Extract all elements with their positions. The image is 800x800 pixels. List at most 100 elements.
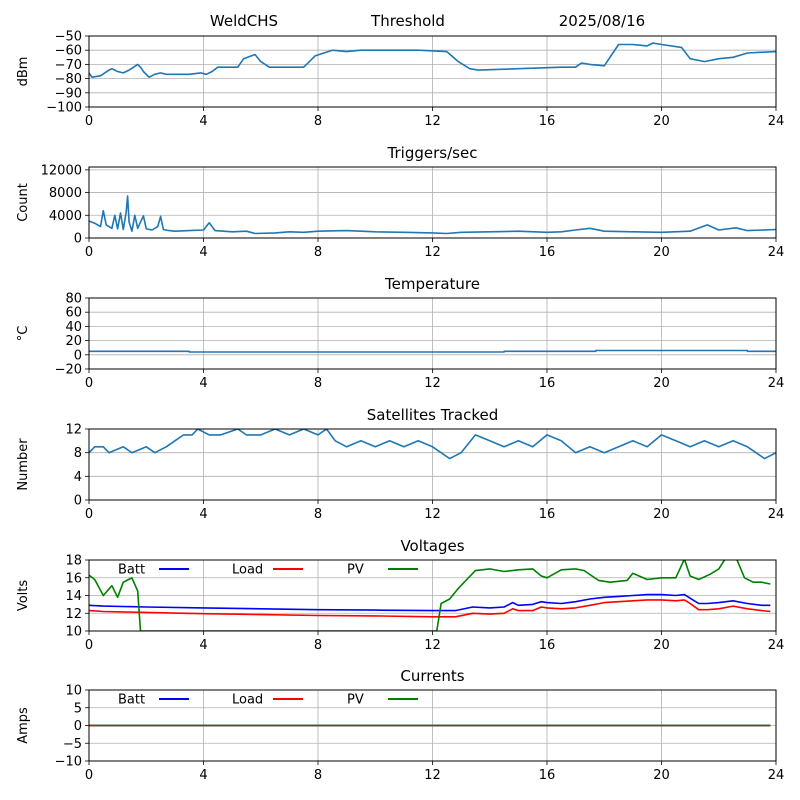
x-tick-label: 24 — [768, 245, 785, 260]
series-group — [89, 560, 771, 631]
chart-title: Currents — [400, 667, 464, 685]
x-tick-label: 0 — [85, 376, 93, 391]
y-tick-label: 60 — [65, 306, 82, 321]
x-tick-label: 16 — [539, 768, 556, 783]
series-line — [89, 429, 776, 460]
legend-label-pv: PV — [347, 693, 364, 708]
y-tick-label: 0 — [74, 494, 82, 509]
x-tick-label: 20 — [653, 768, 670, 783]
chart-title: Temperature — [384, 275, 480, 293]
y-tick-label: 18 — [65, 554, 82, 569]
series-line — [89, 349, 776, 353]
y-tick-label: 0 — [74, 348, 82, 363]
x-tick-label: 8 — [314, 376, 322, 391]
y-tick-label: 4 — [74, 470, 82, 485]
y-tick-label: 20 — [65, 334, 82, 349]
y-tick-label: 14 — [65, 589, 82, 604]
figure-header: WeldCHS Threshold 2025/08/16 — [210, 12, 645, 30]
series-line-load — [89, 599, 771, 618]
y-tick-label: 12 — [65, 607, 82, 622]
chart-panel-5: 0 4 8 12 16 20 24 10 12 14 16 18 Voltages Volts Batt Lo… — [16, 537, 784, 653]
x-tick-label: 0 — [85, 768, 93, 783]
legend-label-load: Load — [232, 563, 263, 578]
x-tick-label: 12 — [424, 114, 441, 129]
y-tick-label: −10 — [55, 755, 82, 770]
y-tick-label: −5 — [63, 737, 82, 752]
y-tick-label: 10 — [65, 684, 82, 699]
series-group — [89, 42, 776, 78]
x-tick-label: 0 — [85, 114, 93, 129]
series-line — [89, 195, 776, 235]
y-tick-label: 4000 — [49, 209, 82, 224]
x-tick-label: 0 — [85, 245, 93, 260]
y-tick-label: −100 — [46, 101, 82, 116]
chart-panel-6: 0 4 8 12 16 20 24 −10 −5 0 5 10 Currents Amps Batt Load… — [16, 667, 784, 783]
y-axis-label: Volts — [16, 580, 31, 612]
chart-title: Voltages — [400, 537, 464, 555]
y-axis-label: Number — [16, 438, 31, 491]
x-tick-label: 24 — [768, 768, 785, 783]
x-tick-label: 8 — [314, 114, 322, 129]
x-tick-label: 4 — [199, 768, 207, 783]
y-axis-label: dBm — [16, 57, 31, 87]
series-group — [89, 195, 776, 235]
x-tick-label: 8 — [314, 768, 322, 783]
y-tick-label: −50 — [55, 30, 82, 45]
chart-panel-4: 0 4 8 12 16 20 24 0 4 8 12 Satellites Tracked Number — [16, 406, 784, 522]
y-tick-label: 0 — [74, 232, 82, 247]
legend-label-batt: Batt — [118, 693, 145, 708]
y-tick-label: 16 — [65, 571, 82, 586]
legend-label-pv: PV — [347, 563, 364, 578]
x-tick-label: 24 — [768, 638, 785, 653]
x-tick-label: 4 — [199, 245, 207, 260]
x-tick-label: 4 — [199, 376, 207, 391]
y-tick-label: 12000 — [41, 163, 82, 178]
chart-title: Triggers/sec — [387, 144, 478, 162]
legend-label-batt: Batt — [118, 563, 145, 578]
y-tick-label: 80 — [65, 292, 82, 307]
chart-panel-1: 0 4 8 12 16 20 24 −50−60−70−80−90−100 dBm — [16, 30, 784, 130]
chart-title: Satellites Tracked — [367, 406, 498, 424]
y-tick-label: −80 — [55, 72, 82, 87]
x-tick-label: 24 — [768, 114, 785, 129]
y-tick-label: −70 — [55, 58, 82, 73]
y-tick-label: −90 — [55, 86, 82, 101]
x-tick-label: 20 — [653, 507, 670, 522]
x-tick-label: 12 — [424, 507, 441, 522]
x-tick-label: 20 — [653, 376, 670, 391]
series-line-pv — [89, 560, 771, 631]
x-tick-label: 0 — [85, 638, 93, 653]
y-tick-label: 12 — [65, 423, 82, 438]
x-tick-label: 0 — [85, 507, 93, 522]
mode-label: Threshold — [370, 12, 445, 30]
x-tick-label: 12 — [424, 376, 441, 391]
legend-label-load: Load — [232, 693, 263, 708]
y-axis-label: Amps — [16, 707, 31, 744]
y-axis-label: Count — [16, 183, 31, 222]
y-tick-label: 40 — [65, 320, 82, 335]
x-tick-label: 20 — [653, 638, 670, 653]
y-axis-label: °C — [16, 326, 31, 342]
series-line — [89, 42, 776, 78]
x-tick-label: 24 — [768, 507, 785, 522]
x-tick-label: 12 — [424, 245, 441, 260]
y-tick-label: 0 — [74, 719, 82, 734]
series-group — [89, 349, 776, 353]
x-tick-label: 24 — [768, 376, 785, 391]
x-tick-label: 12 — [424, 638, 441, 653]
x-tick-label: 8 — [314, 638, 322, 653]
series-group — [89, 429, 776, 460]
station-name: WeldCHS — [210, 12, 278, 30]
x-tick-label: 8 — [314, 507, 322, 522]
x-tick-label: 8 — [314, 245, 322, 260]
y-tick-label: 10 — [65, 625, 82, 640]
x-tick-label: 12 — [424, 768, 441, 783]
x-tick-label: 4 — [199, 114, 207, 129]
chart-panel-2: 0 4 8 12 16 20 24 0 4000 8000 12000 Triggers/sec Cou… — [16, 144, 784, 260]
x-tick-label: 16 — [539, 638, 556, 653]
x-tick-label: 4 — [199, 507, 207, 522]
x-tick-label: 16 — [539, 245, 556, 260]
